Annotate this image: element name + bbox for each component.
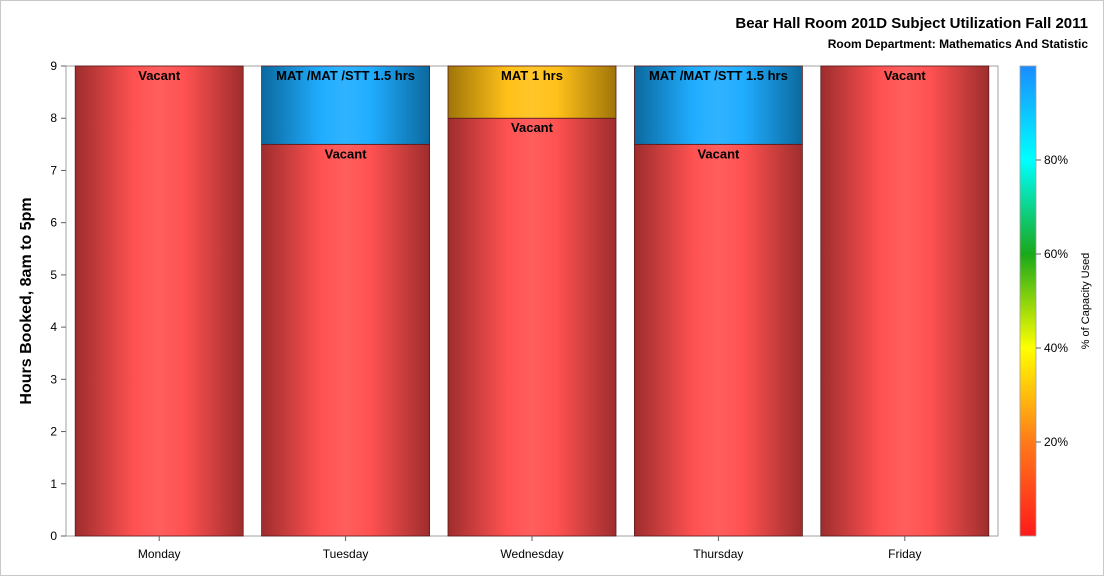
y-tick-label: 9 — [50, 59, 57, 73]
x-tick-label: Wednesday — [500, 547, 563, 561]
x-tick-label: Tuesday — [323, 547, 369, 561]
plot-area: 0 1 2 3 4 5 6 7 8 9 Vacant Monday Vacant MAT /MAT /ST… — [50, 59, 999, 561]
y-tick-label: 1 — [50, 477, 57, 491]
bar-segment — [261, 143, 431, 537]
bar-segment — [447, 65, 617, 119]
colorbar-tick-label: 40% — [1044, 341, 1068, 355]
y-tick-label: 3 — [50, 372, 57, 386]
bar-segment — [447, 117, 617, 537]
colorbar-gradient — [1019, 65, 1037, 537]
bar-segment — [634, 143, 803, 537]
y-tick-label: 0 — [50, 529, 57, 543]
bar-segment — [261, 65, 431, 145]
bar-segment-label: Vacant — [697, 146, 740, 161]
y-tick-label: 4 — [50, 320, 57, 334]
chart-title: Bear Hall Room 201D Subject Utilization … — [735, 15, 1088, 32]
bar-segment-label: MAT /MAT /STT 1.5 hrs — [276, 68, 415, 83]
colorbar-label: % of Capacity Used — [1080, 253, 1092, 350]
chart-subtitle: Room Department: Mathematics And Statist… — [828, 37, 1089, 51]
y-tick-label: 2 — [50, 425, 57, 439]
colorbar-tick-label: 60% — [1044, 247, 1068, 261]
colorbar-tick-label: 80% — [1044, 153, 1068, 167]
y-tick-label: 6 — [50, 216, 57, 230]
colorbar: 20% 40% 60% 80% % of Capacity Used — [1019, 65, 1092, 537]
y-axis-label: Hours Booked, 8am to 5pm — [18, 197, 35, 404]
y-tick-label: 7 — [50, 163, 57, 177]
bar-segment-label: MAT /MAT /STT 1.5 hrs — [649, 68, 788, 83]
bar-segment — [634, 65, 803, 145]
bar-segment-label: Vacant — [884, 68, 927, 83]
bar-segment-label: Vacant — [138, 68, 181, 83]
bar-segment-label: MAT 1 hrs — [501, 68, 563, 83]
bar-segment-label: Vacant — [325, 146, 368, 161]
x-tick-label: Thursday — [693, 547, 743, 561]
x-tick-label: Monday — [138, 547, 181, 561]
bar-segment-label: Vacant — [511, 120, 554, 135]
colorbar-tick-label: 20% — [1044, 435, 1068, 449]
bar-segment — [820, 65, 990, 537]
bar-segment — [74, 65, 244, 537]
y-tick-label: 5 — [50, 268, 57, 282]
y-tick-label: 8 — [50, 111, 57, 125]
x-tick-label: Friday — [888, 547, 921, 561]
